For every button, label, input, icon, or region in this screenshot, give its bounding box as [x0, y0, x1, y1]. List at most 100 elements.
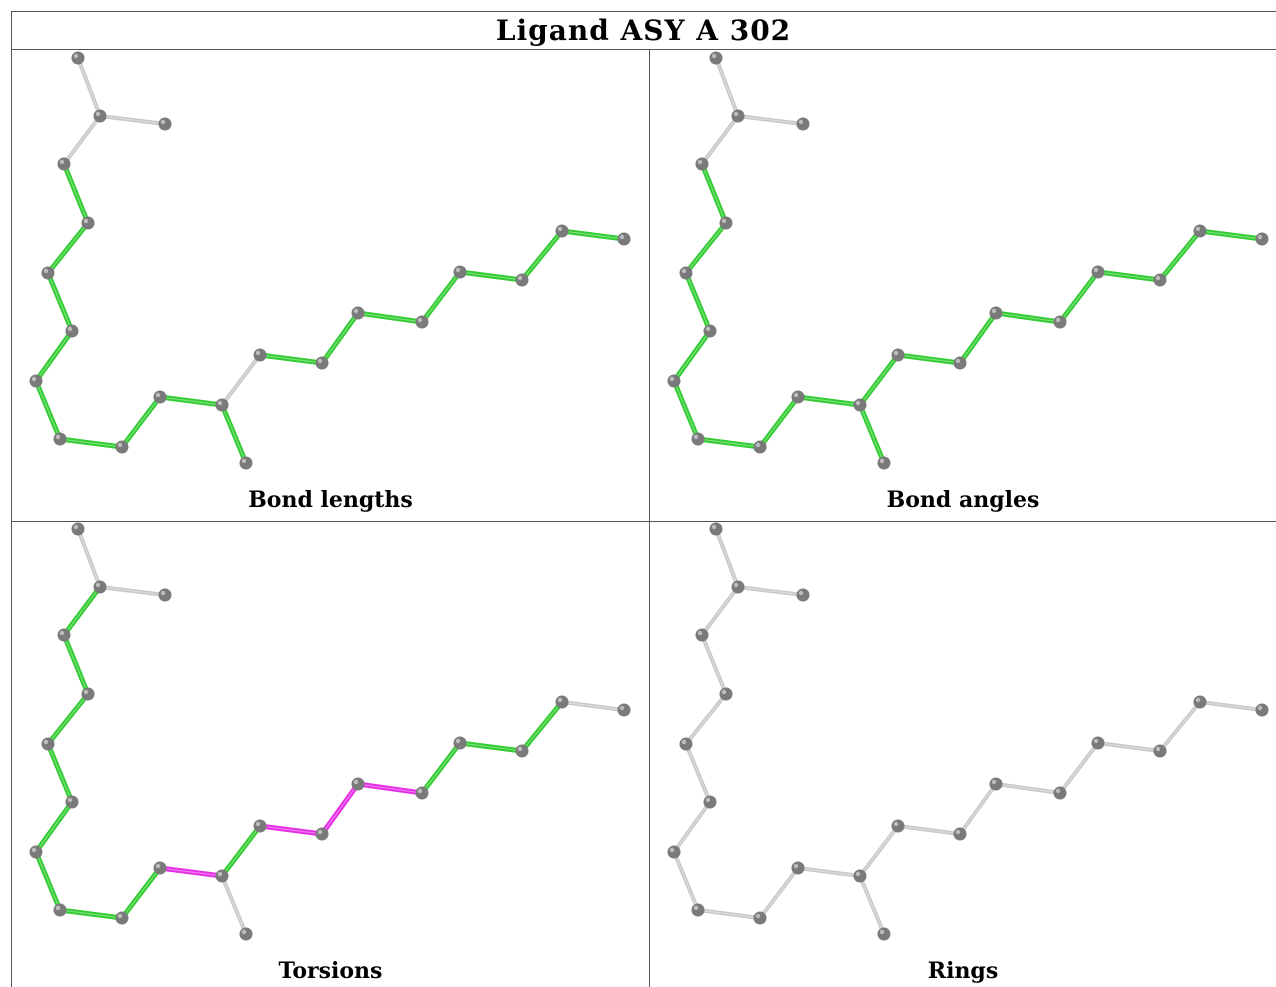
bond — [857, 352, 901, 408]
bond — [895, 352, 963, 366]
atom — [853, 869, 867, 883]
atom-highlight — [697, 630, 703, 636]
atom — [1153, 273, 1167, 287]
atom — [93, 109, 107, 123]
atom-highlight — [681, 268, 687, 274]
bond — [896, 824, 962, 836]
atom-highlight — [117, 913, 123, 919]
bond — [45, 691, 91, 747]
bond — [33, 799, 75, 855]
atom — [719, 687, 733, 701]
atom — [29, 374, 43, 388]
atom — [679, 737, 693, 751]
atom — [617, 232, 631, 246]
atom — [453, 736, 467, 750]
atom-highlight — [55, 434, 61, 440]
panel-torsions: Torsions — [12, 522, 649, 987]
bond — [257, 352, 325, 366]
atom-highlight — [619, 705, 625, 711]
atom — [415, 786, 429, 800]
bond — [736, 114, 805, 126]
atom-highlight — [693, 434, 699, 440]
atom — [719, 216, 733, 230]
atom — [1053, 786, 1067, 800]
bond — [157, 865, 225, 879]
atom-highlight — [793, 392, 799, 398]
atom — [115, 911, 129, 925]
bond — [672, 800, 712, 854]
atom-highlight — [879, 929, 885, 935]
atom-highlight — [879, 458, 885, 464]
atom — [71, 51, 85, 65]
atom — [153, 861, 167, 875]
atom-highlight — [557, 226, 563, 232]
bond — [757, 394, 801, 450]
bond — [57, 436, 125, 450]
bond — [519, 228, 565, 283]
atom — [1193, 695, 1207, 709]
caption-rings: Rings — [927, 958, 999, 984]
atom-highlight — [353, 779, 359, 785]
atom — [555, 695, 569, 709]
bond — [1158, 700, 1202, 753]
atom — [1193, 224, 1207, 238]
atom-highlight — [95, 111, 101, 117]
atom — [953, 827, 967, 841]
bond — [76, 56, 102, 118]
atom-highlight — [855, 400, 861, 406]
atom-highlight — [755, 913, 761, 919]
bond — [220, 353, 262, 407]
atom-highlight — [31, 376, 37, 382]
atom — [989, 777, 1003, 791]
atom — [796, 588, 810, 602]
atom-highlight — [55, 905, 61, 911]
atom-highlight — [669, 847, 675, 853]
atom — [667, 845, 681, 859]
atom — [115, 440, 129, 454]
atom-highlight — [417, 788, 423, 794]
atom — [215, 869, 229, 883]
bond — [957, 310, 999, 366]
atom-highlight — [317, 829, 323, 835]
bond — [98, 585, 167, 597]
atom — [315, 356, 329, 370]
atom — [515, 273, 529, 287]
atom-highlight — [1195, 697, 1201, 703]
bond — [700, 585, 740, 637]
atom-highlight — [721, 689, 727, 695]
atom-highlight — [117, 442, 123, 448]
atom — [65, 795, 79, 809]
atom-highlight — [557, 697, 563, 703]
bond — [796, 866, 862, 878]
atom — [29, 845, 43, 859]
atom-highlight — [755, 442, 761, 448]
atom — [1091, 265, 1105, 279]
bond — [45, 270, 75, 334]
atom — [953, 356, 967, 370]
atom — [515, 744, 529, 758]
ligand-title: Ligand ASY A 302 — [495, 13, 792, 47]
bond — [61, 632, 91, 697]
atom-highlight — [798, 590, 804, 596]
panel-bond-lengths: Bond lengths — [12, 51, 649, 521]
atom — [158, 588, 172, 602]
atom-highlight — [733, 582, 739, 588]
atom-highlight — [855, 871, 861, 877]
atom-highlight — [83, 218, 89, 224]
atom-highlight — [241, 458, 247, 464]
bond — [671, 328, 713, 384]
atom-highlight — [1055, 788, 1061, 794]
atom-highlight — [83, 689, 89, 695]
atom-highlight — [353, 308, 359, 314]
atom-highlight — [59, 159, 65, 165]
bond — [1197, 228, 1265, 242]
bond — [57, 907, 125, 921]
bond — [61, 584, 103, 638]
bond — [671, 378, 701, 442]
atom-highlight — [73, 524, 79, 530]
atom-highlight — [43, 268, 49, 274]
atom — [731, 109, 745, 123]
bond — [1096, 741, 1162, 753]
bond — [457, 269, 525, 283]
atom — [753, 911, 767, 925]
